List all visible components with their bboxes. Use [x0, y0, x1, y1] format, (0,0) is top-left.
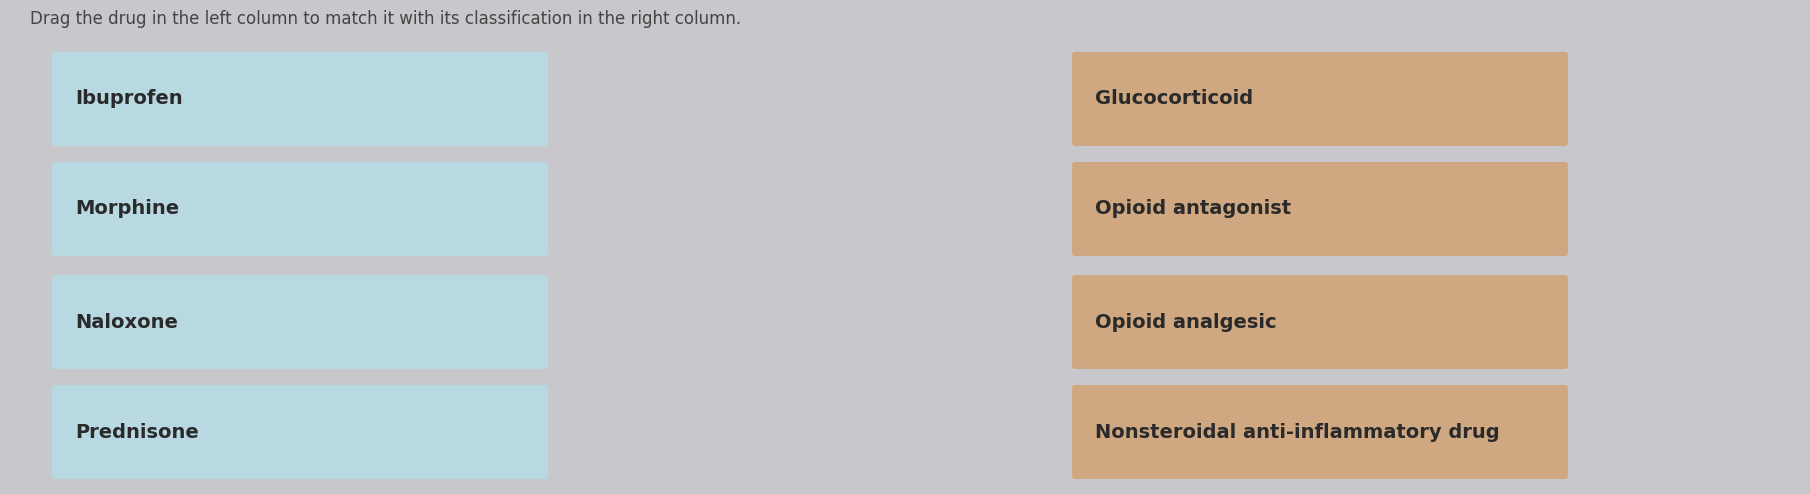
Text: Drag the drug in the left column to match it with its classification in the righ: Drag the drug in the left column to matc… — [31, 10, 740, 28]
FancyBboxPatch shape — [52, 162, 548, 256]
FancyBboxPatch shape — [1072, 52, 1567, 146]
FancyBboxPatch shape — [1072, 385, 1567, 479]
FancyBboxPatch shape — [1072, 275, 1567, 369]
FancyBboxPatch shape — [1072, 162, 1567, 256]
Text: Glucocorticoid: Glucocorticoid — [1095, 89, 1253, 109]
Text: Nonsteroidal anti-inflammatory drug: Nonsteroidal anti-inflammatory drug — [1095, 422, 1500, 442]
Text: Prednisone: Prednisone — [74, 422, 199, 442]
Text: Opioid antagonist: Opioid antagonist — [1095, 200, 1291, 218]
FancyBboxPatch shape — [52, 385, 548, 479]
Text: Morphine: Morphine — [74, 200, 179, 218]
Text: Naloxone: Naloxone — [74, 313, 177, 331]
Text: Ibuprofen: Ibuprofen — [74, 89, 183, 109]
FancyBboxPatch shape — [52, 52, 548, 146]
Text: Opioid analgesic: Opioid analgesic — [1095, 313, 1276, 331]
FancyBboxPatch shape — [52, 275, 548, 369]
